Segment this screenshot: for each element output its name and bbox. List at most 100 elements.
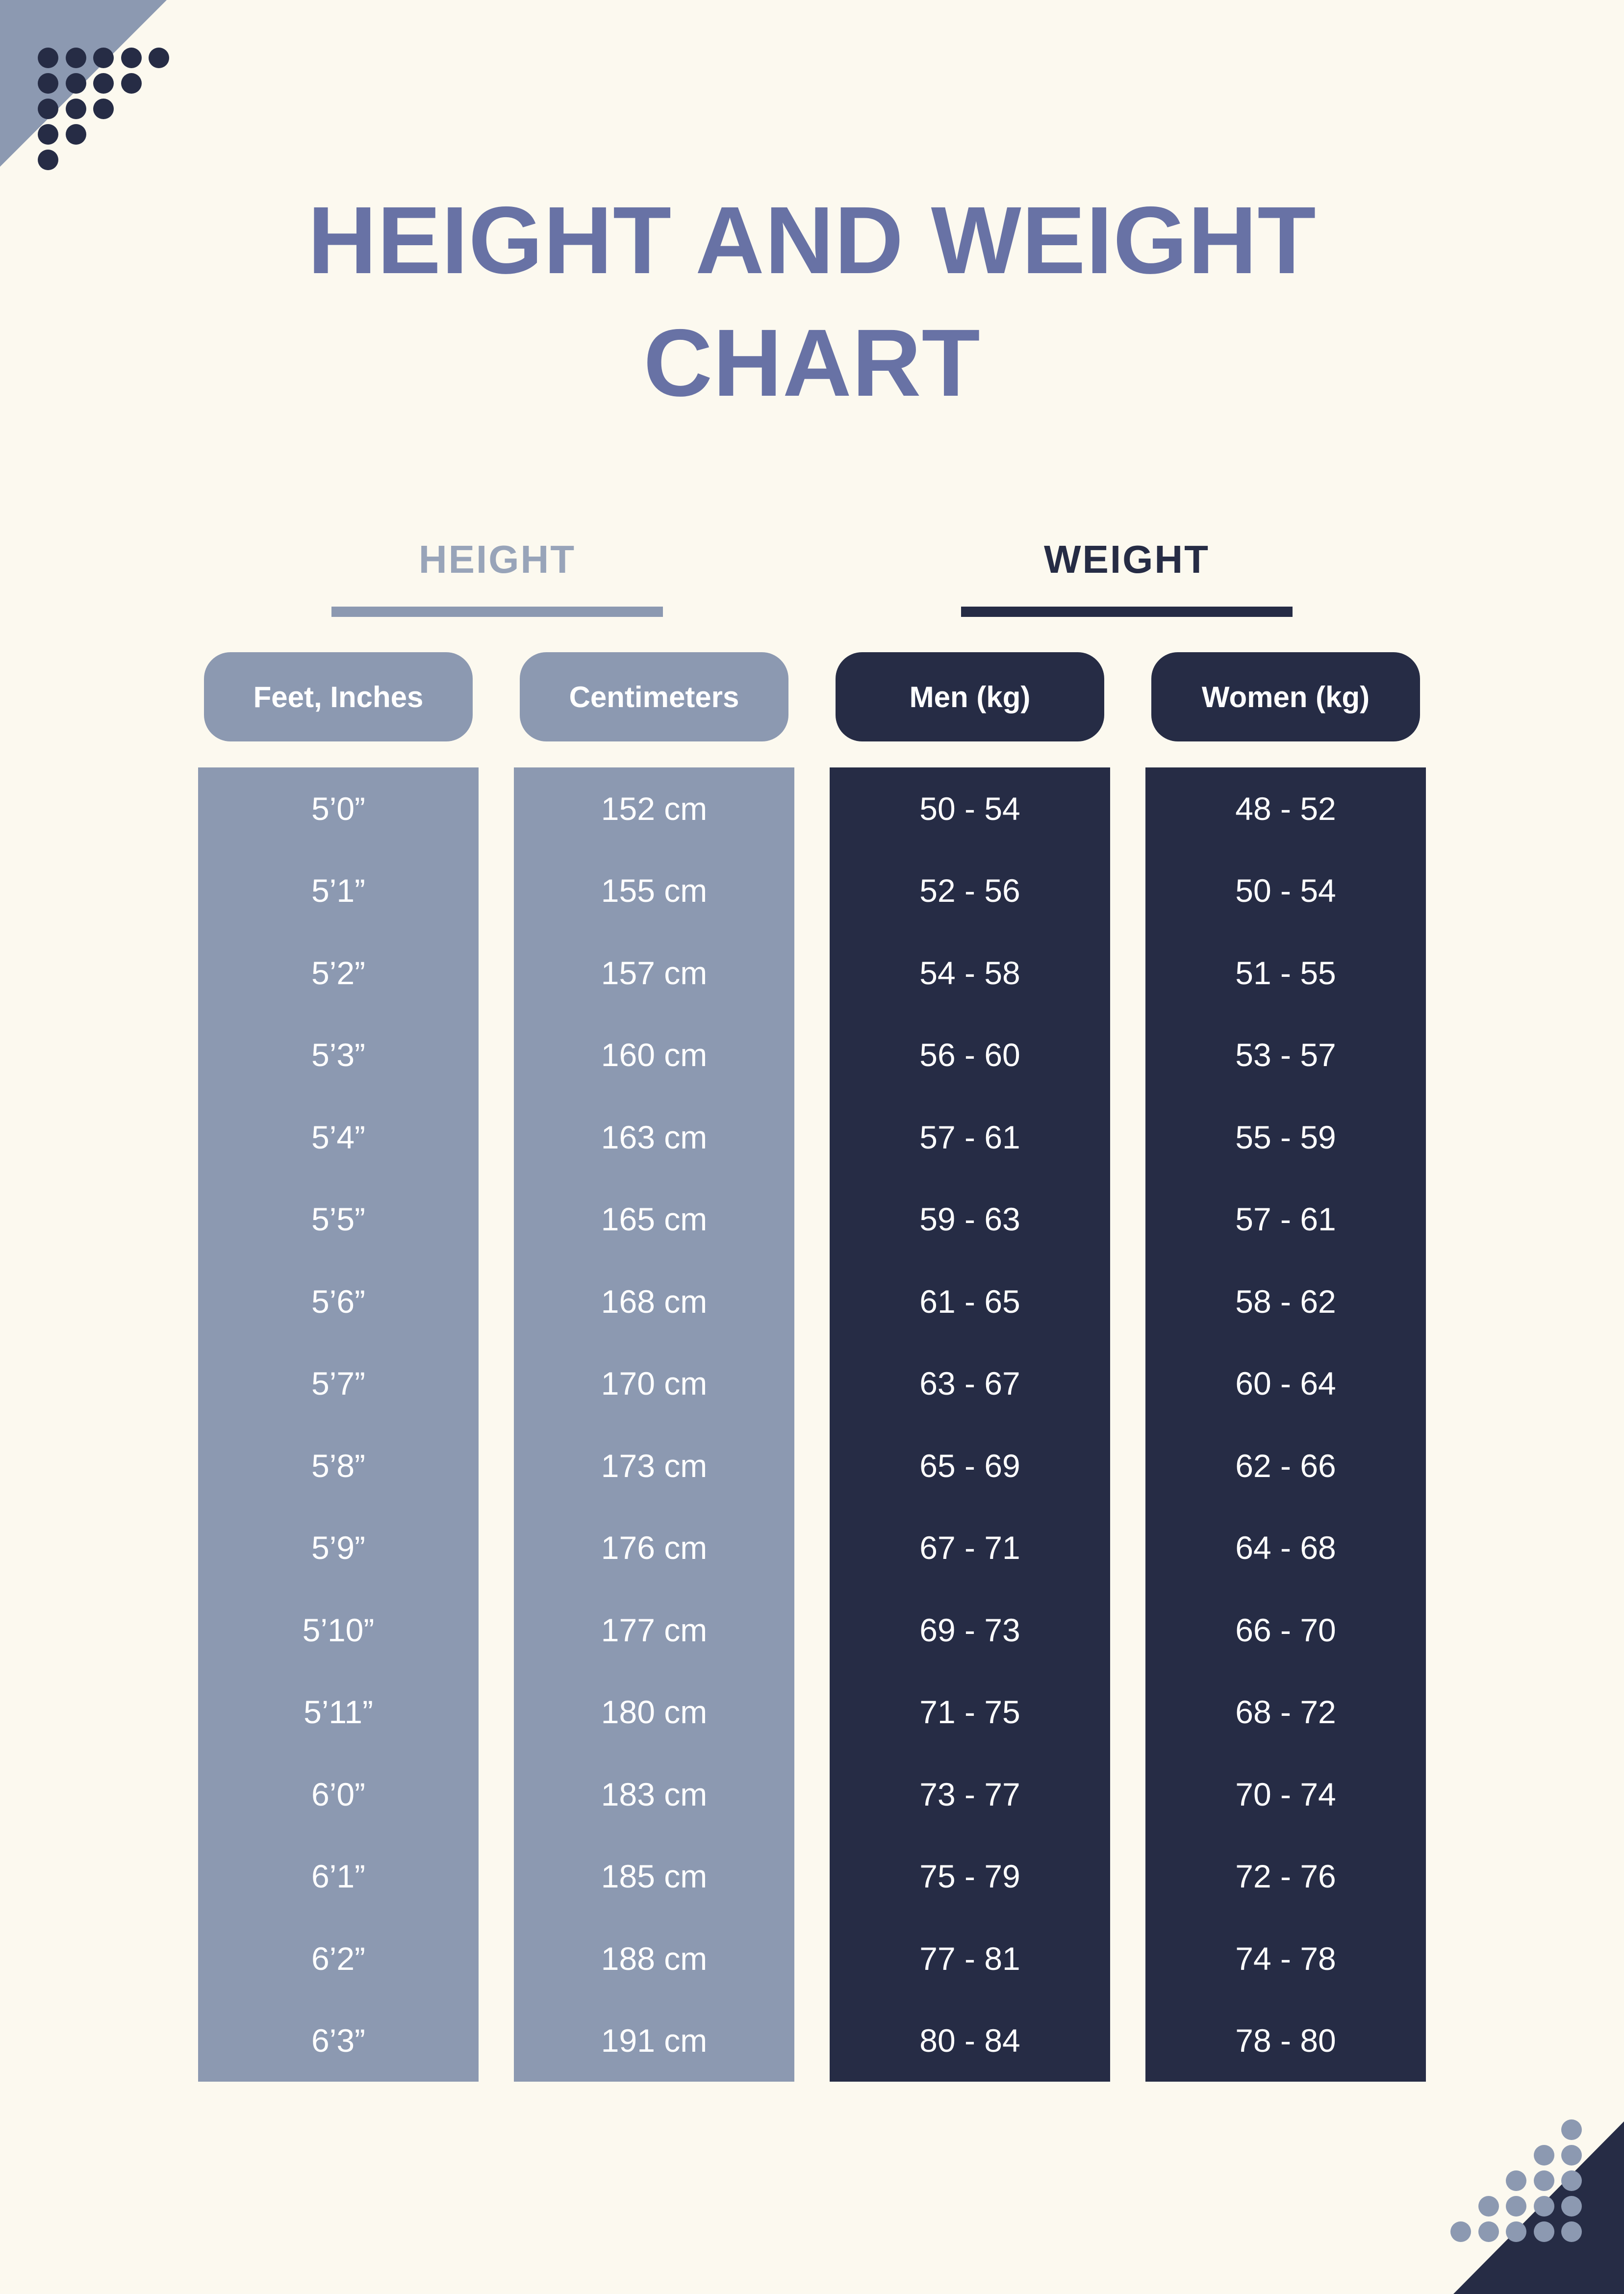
corner-dot (1533, 2145, 1554, 2166)
table-cell: 75 - 79 (919, 1858, 1020, 1895)
table-cell: 74 - 78 (1235, 1940, 1336, 1977)
corner-dot (1533, 2221, 1554, 2242)
table-cell: 51 - 55 (1235, 954, 1336, 991)
corner-dot (1561, 2196, 1582, 2217)
table-cell: 6’2” (311, 1940, 366, 1977)
table-cell: 50 - 54 (919, 790, 1020, 827)
column-header-feet-inches: Feet, Inches (204, 652, 473, 741)
column-women-kg: Women (kg) 48 - 52 50 - 54 51 - 55 53 - 57 5… (1145, 652, 1426, 2082)
table-cell: 80 - 84 (919, 2022, 1020, 2059)
column-values-centimeters: 152 cm 155 cm 157 cm 160 cm 163 cm 165 cm 168 … (514, 767, 794, 2082)
corner-dot (65, 99, 86, 119)
weight-section-underline (961, 607, 1293, 617)
table-cell: 52 - 56 (919, 872, 1020, 909)
table-cell: 5’11” (304, 1694, 373, 1731)
column-header-centimeters: Centimeters (520, 652, 788, 741)
corner-dot (149, 48, 169, 68)
column-header-women-kg: Women (kg) (1151, 652, 1420, 741)
corner-dot (1506, 2221, 1526, 2242)
corner-dot (65, 124, 86, 145)
corner-dot (65, 73, 86, 94)
page-title-line-1: HEIGHT AND WEIGHT (307, 187, 1317, 294)
table-cell: 165 cm (601, 1201, 708, 1238)
column-men-kg: Men (kg) 50 - 54 52 - 56 54 - 58 56 - 60 57 … (830, 652, 1110, 2082)
corner-dot (38, 73, 58, 94)
table-cell: 53 - 57 (1235, 1037, 1336, 1073)
corner-dot (38, 150, 58, 170)
table-cell: 57 - 61 (919, 1119, 1020, 1155)
table-cell: 66 - 70 (1235, 1611, 1336, 1648)
table-cell: 5’9” (311, 1529, 366, 1566)
table-cell: 61 - 65 (919, 1283, 1020, 1320)
column-values-women-kg: 48 - 52 50 - 54 51 - 55 53 - 57 55 - 59 57 - … (1145, 767, 1426, 2082)
table-cell: 170 cm (601, 1365, 708, 1402)
table-cell: 78 - 80 (1235, 2022, 1336, 2059)
table-cell: 5’6” (311, 1283, 366, 1320)
table-cell: 69 - 73 (919, 1611, 1020, 1648)
table-cell: 6’1” (311, 1858, 366, 1895)
corner-dot (1478, 2221, 1499, 2242)
column-values-men-kg: 50 - 54 52 - 56 54 - 58 56 - 60 57 - 61 59 - … (830, 767, 1110, 2082)
table-cell: 168 cm (601, 1283, 708, 1320)
table-cell: 188 cm (601, 1940, 708, 1977)
height-section-label: HEIGHT (418, 537, 576, 581)
table-cell: 5’8” (311, 1447, 366, 1484)
table-cell: 6’0” (311, 1776, 366, 1812)
table-cell: 54 - 58 (919, 954, 1020, 991)
table-cell: 77 - 81 (919, 1940, 1020, 1977)
corner-dot (93, 73, 114, 94)
column-values-feet-inches: 5’0” 5’1” 5’2” 5’3” 5’4” 5’5” 5’6” 5’7” 5’8” 5’9”… (198, 767, 479, 2082)
corner-dot (65, 48, 86, 68)
column-header-men-kg: Men (kg) (836, 652, 1104, 741)
corner-dot (1533, 2196, 1554, 2217)
corner-dot-grid (1418, 2119, 1624, 2294)
table-cell: 173 cm (601, 1447, 708, 1484)
table-cell: 58 - 62 (1235, 1283, 1336, 1320)
table-cell: 62 - 66 (1235, 1447, 1336, 1484)
table-cell: 73 - 77 (919, 1776, 1020, 1812)
table-cell: 155 cm (601, 872, 708, 909)
page-title-line-2: CHART (643, 309, 981, 416)
table-cell: 5’2” (311, 954, 366, 991)
table-cell: 72 - 76 (1235, 1858, 1336, 1895)
table-cell: 60 - 64 (1235, 1365, 1336, 1402)
table-cell: 176 cm (601, 1529, 708, 1566)
corner-dot (38, 48, 58, 68)
table-cell: 183 cm (601, 1776, 708, 1812)
table-cell: 59 - 63 (919, 1201, 1020, 1238)
corner-dot (1506, 2196, 1526, 2217)
table-cell: 5’5” (311, 1201, 366, 1238)
table-cell: 68 - 72 (1235, 1694, 1336, 1731)
corner-dot (1561, 2170, 1582, 2191)
table-cell: 71 - 75 (919, 1694, 1020, 1731)
weight-section-label: WEIGHT (1044, 537, 1210, 581)
table-cell: 65 - 69 (919, 1447, 1020, 1484)
table-cell: 5’10” (302, 1611, 375, 1648)
table-cell: 177 cm (601, 1611, 708, 1648)
corner-dot (93, 48, 114, 68)
page-title: HEIGHT AND WEIGHT CHART (0, 179, 1624, 424)
table-cell: 48 - 52 (1235, 790, 1336, 827)
column-feet-inches: Feet, Inches 5’0” 5’1” 5’2” 5’3” 5’4” 5’5” 5’6… (198, 652, 479, 2082)
table-cell: 185 cm (601, 1858, 708, 1895)
table-cell: 163 cm (601, 1119, 708, 1155)
corner-dot (1450, 2221, 1471, 2242)
table-cell: 50 - 54 (1235, 872, 1336, 909)
table-cell: 64 - 68 (1235, 1529, 1336, 1566)
table-cell: 191 cm (601, 2022, 708, 2059)
table-cell: 70 - 74 (1235, 1776, 1336, 1812)
table-cell: 152 cm (601, 790, 708, 827)
corner-dot (121, 48, 142, 68)
table-cell: 56 - 60 (919, 1037, 1020, 1073)
corner-dot (121, 73, 142, 94)
table-cell: 180 cm (601, 1694, 708, 1731)
corner-dot (1561, 2145, 1582, 2166)
corner-dot (1561, 2221, 1582, 2242)
table-cell: 5’0” (311, 790, 366, 827)
corner-dot (93, 99, 114, 119)
corner-dot (38, 99, 58, 119)
height-weight-table: Feet, Inches 5’0” 5’1” 5’2” 5’3” 5’4” 5’5” 5’6… (198, 652, 1426, 2082)
table-cell: 160 cm (601, 1037, 708, 1073)
table-cell: 67 - 71 (919, 1529, 1020, 1566)
